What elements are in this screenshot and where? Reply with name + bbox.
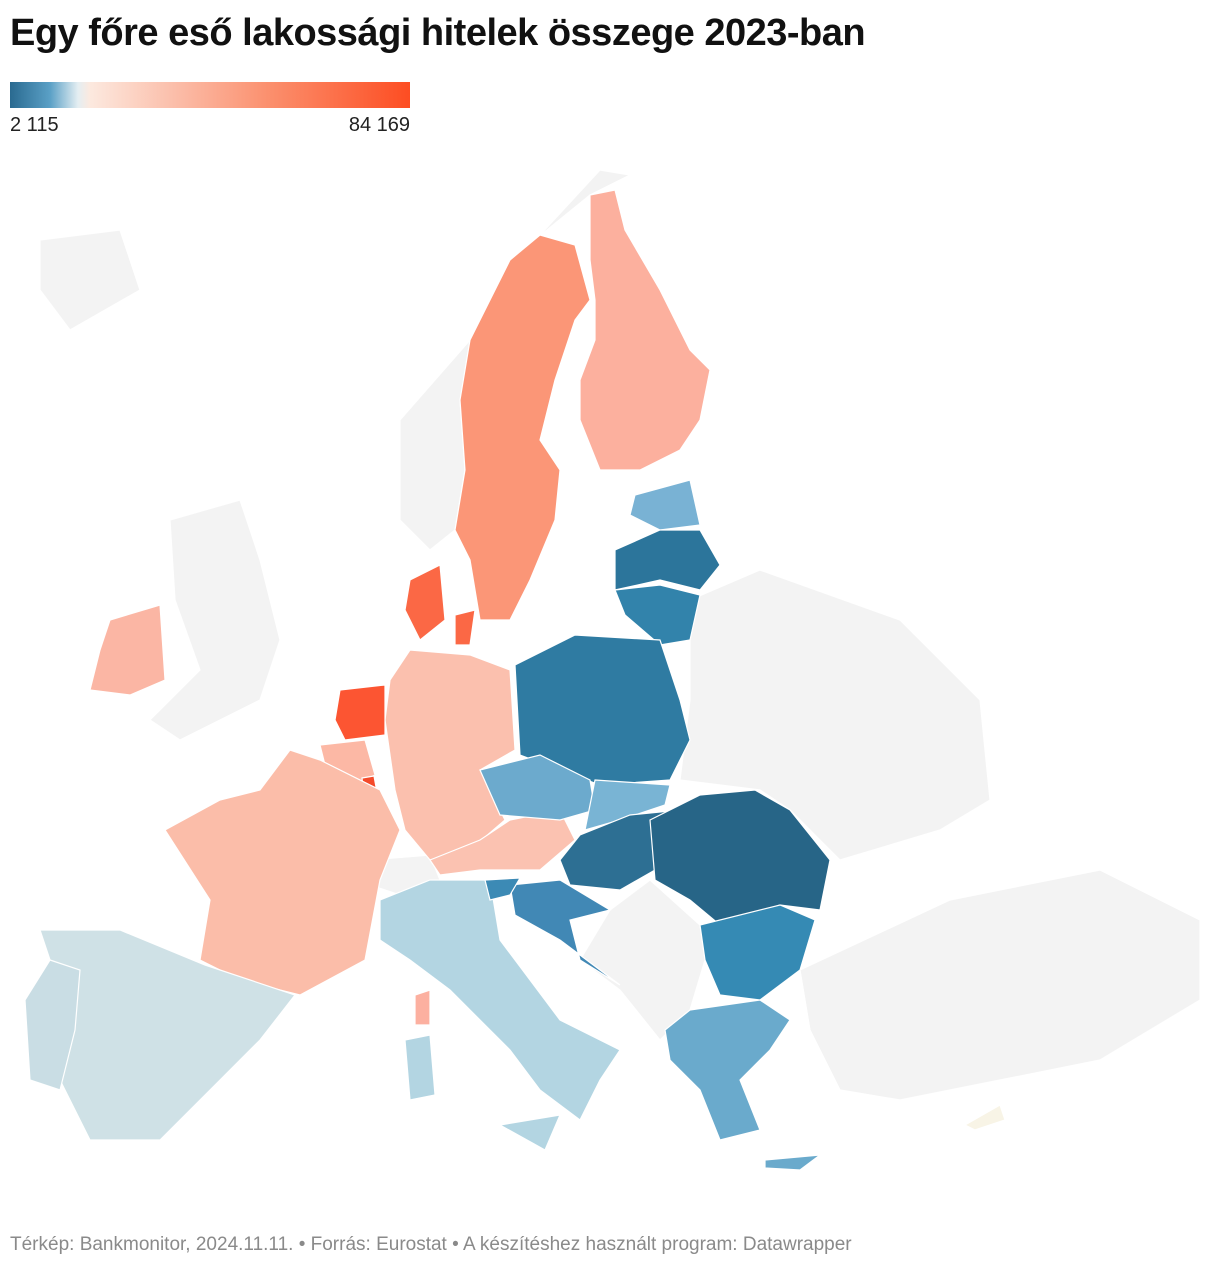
legend-max: 84 169 (348, 114, 410, 136)
footer: Térkép: Bankmonitor, 2024.11.11. • Forrá… (10, 1234, 852, 1255)
map (24, 169, 1201, 1171)
legend-min: 2 115 (10, 114, 59, 136)
legend-gradient (10, 82, 410, 108)
non-eu-land (39, 169, 1201, 1101)
legend: 2 115 84 169 (10, 82, 410, 136)
title: Egy főre eső lakossági hitelek összege 2… (10, 12, 866, 54)
eu-countries (24, 189, 1006, 1171)
